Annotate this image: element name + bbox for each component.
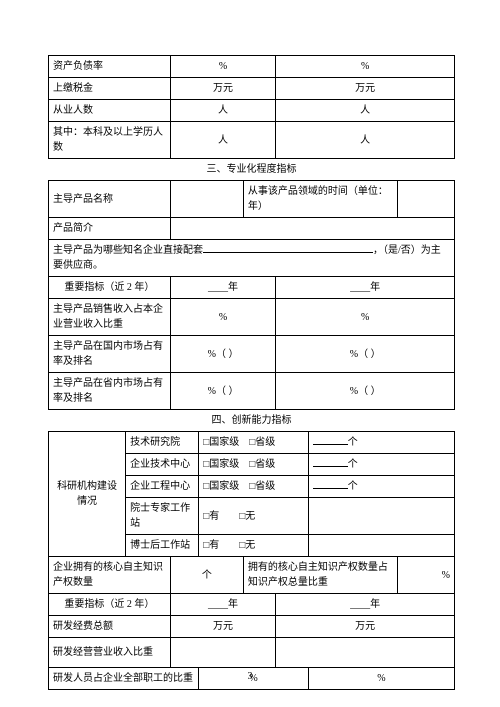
enteng-count[interactable]: 个: [308, 476, 454, 498]
label-techinst: 技术研究院: [126, 432, 199, 454]
label-enttech: 企业技术中心: [126, 454, 199, 476]
techinst-opts[interactable]: □国家级 □省级: [199, 432, 309, 454]
label-prodname: 主导产品名称: [49, 181, 171, 218]
salesratio-b: %: [276, 299, 455, 336]
val2-bach: 人: [276, 122, 455, 159]
label-acadws: 院士专家工作站: [126, 498, 199, 535]
label-coreip: 企业拥有的核心自主知识产权数量: [49, 557, 171, 594]
label-salesratio: 主导产品销售收入占本企业营业收入比重: [49, 299, 171, 336]
postdoc-opts[interactable]: □有 □无: [199, 535, 309, 557]
label-enteng: 企业工程中心: [126, 476, 199, 498]
supplier-row: 主导产品为哪些知名企业直接配套，（是/否）为主要供应商。: [49, 240, 455, 277]
provmarket-a: %（ ）: [170, 373, 276, 410]
rdtotal-a: 万元: [170, 616, 276, 638]
val2-asset: %: [276, 56, 455, 78]
rdtotal-b: 万元: [276, 616, 455, 638]
label-key2y-b: 重要指标（近 2 年）: [49, 594, 171, 616]
label-employees: 从业人数: [49, 100, 171, 122]
coreip-unit: 个: [170, 557, 243, 594]
val1-asset: %: [170, 56, 276, 78]
rdrev-b[interactable]: [276, 638, 455, 668]
acadws-opts[interactable]: □有 □无: [199, 498, 309, 535]
techinst-count[interactable]: 个: [308, 432, 454, 454]
dommarket-b: %（ ）: [276, 336, 455, 373]
label-rdrevratio: 研发经营营业收入比重: [49, 638, 171, 668]
label-postdoc: 博士后工作站: [126, 535, 199, 557]
label-key2y: 重要指标（近 2 年）: [49, 277, 171, 299]
label-tax: 上缴税金: [49, 78, 171, 100]
enttech-count[interactable]: 个: [308, 454, 454, 476]
val2-tax: 万元: [276, 78, 455, 100]
val1-emp: 人: [170, 100, 276, 122]
label-bachelor: 其中：本科及以上学历人数: [49, 122, 171, 159]
label-asset-liability: 资产负债率: [49, 56, 171, 78]
rdrev-a[interactable]: [170, 638, 276, 668]
section4-header: 四、创新能力指标: [49, 410, 455, 432]
enttech-opts[interactable]: □国家级 □省级: [199, 454, 309, 476]
coreipratio-val: %: [398, 557, 455, 594]
salesratio-a: %: [170, 299, 276, 336]
val1-tax: 万元: [170, 78, 276, 100]
label-rdtotal: 研发经费总额: [49, 616, 171, 638]
provmarket-b: %（ ）: [276, 373, 455, 410]
section3-header: 三、专业化程度指标: [49, 159, 455, 181]
yearA: ____年: [170, 277, 276, 299]
dommarket-a: %（ ）: [170, 336, 276, 373]
label-coreipratio: 拥有的核心自主知识产权数量占知识产权总量比重: [243, 557, 397, 594]
label-orgbuild: 科研机构建设情况: [49, 432, 126, 557]
yearA-b: ____年: [170, 594, 276, 616]
page-number: 3: [0, 671, 500, 682]
label-provmarket: 主导产品在省内市场占有率及排名: [49, 373, 171, 410]
label-prodtime: 从事该产品领域的时间（单位：年）: [243, 181, 397, 218]
field-prodtime[interactable]: [398, 181, 455, 218]
form-table: 资产负债率 % % 上缴税金 万元 万元 从业人数 人 人 其中：本科及以上学历…: [48, 55, 455, 690]
val1-bach: 人: [170, 122, 276, 159]
field-prodname[interactable]: [170, 181, 243, 218]
val2-emp: 人: [276, 100, 455, 122]
enteng-opts[interactable]: □国家级 □省级: [199, 476, 309, 498]
yearB: ____年: [276, 277, 455, 299]
acadws-blank: [308, 498, 454, 535]
label-dommarket: 主导产品在国内市场占有率及排名: [49, 336, 171, 373]
postdoc-blank: [308, 535, 454, 557]
label-proddesc: 产品简介: [49, 218, 171, 240]
yearB-b: ____年: [276, 594, 455, 616]
field-proddesc[interactable]: [170, 218, 454, 240]
